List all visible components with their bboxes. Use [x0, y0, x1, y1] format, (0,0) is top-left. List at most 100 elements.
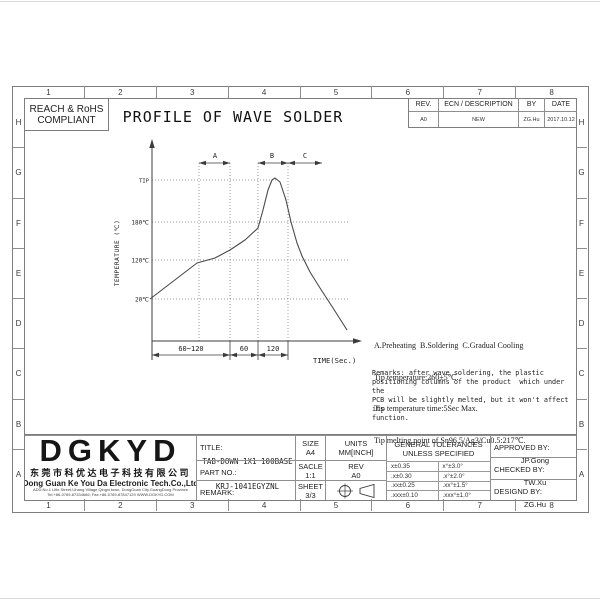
grid-ref: 4 [227, 499, 300, 511]
grid-ref: 3 [155, 86, 228, 98]
rev-table-cell-description: NEW [439, 112, 519, 127]
grid-ref-label: 3 [189, 87, 195, 97]
ytick-180: 180℃ [131, 220, 149, 227]
grid-ref: 2 [83, 86, 156, 98]
designed-by-name: ZG.Hu [523, 500, 547, 509]
zone-a-dimension: A [199, 152, 230, 166]
grid-ref-label: C [15, 369, 22, 379]
grid-ref-label: D [578, 319, 585, 329]
company-address: ADD:No.1 Litle Street,Lihang Village,Qin… [32, 487, 189, 492]
tolerance-row: .xxx±0.10 .xxx°±1.0° [387, 490, 490, 501]
grid-ref: E [13, 247, 24, 298]
rev-value: A0 [351, 470, 361, 480]
grid-ref-label: 4 [261, 87, 267, 97]
grid-ref: C [576, 348, 587, 398]
grid-ref-label: 7 [477, 500, 482, 510]
checked-by-cell: CHECKED BY: TW.Xu [490, 457, 576, 487]
part-no-cell: PART NO.: KRJ-1041EGYZNL [196, 460, 295, 491]
checked-by-name: TW.Xu [523, 478, 547, 487]
grid-ref: G [13, 147, 24, 197]
time-dimension-1: 60~120 [152, 345, 230, 358]
grid-ref-label: 6 [405, 500, 411, 510]
grid-ref: 1 [13, 86, 84, 98]
grid-ref-label: 5 [333, 87, 339, 97]
projection-symbol-cell [325, 480, 386, 500]
grid-ref-label: 2 [118, 87, 123, 97]
grid-ref: G [576, 147, 587, 197]
grid-ref: F [13, 197, 24, 248]
third-angle-projection-icon [337, 483, 375, 498]
grid-ref: H [576, 98, 587, 147]
company-name-cn: 东莞市科优达电子科技有限公司 [29, 468, 191, 478]
size-cell: SIZE A4 [295, 435, 325, 460]
tolerance-linear: .xx±0.25 [387, 480, 438, 491]
inner-frame [24, 98, 577, 501]
tolerance-linear: .x±0.30 [387, 470, 438, 481]
grid-ref-label: D [15, 319, 22, 329]
grid-ref-label: H [578, 118, 585, 128]
approved-by-label: APPROVED BY: [494, 443, 550, 452]
rev-cell: REV A0 [325, 460, 386, 480]
grid-ref-label: B [578, 419, 585, 429]
time-segment-1-label: 60~120 [178, 345, 203, 353]
time-dimension-2: 60 [230, 345, 258, 358]
grid-ref: A [13, 448, 24, 499]
units-label: UNITS [344, 439, 368, 448]
grid-ref-label: E [578, 268, 585, 278]
grid-ref-label: A [15, 469, 22, 479]
y-axis-title: TEMPERATURE (℃) [114, 220, 121, 287]
time-segment-2-label: 60 [240, 345, 248, 353]
grid-ref: 7 [443, 499, 515, 511]
tolerance-row: .x±0.30 .x°±2.0° [387, 470, 490, 481]
part-no-value: KRJ-1041EGYZNL [215, 482, 280, 491]
x-axis-arrow-icon [353, 338, 362, 344]
tolerances-header-line2: UNLESS SPECIFIED [402, 448, 475, 458]
zone-c-label: C [303, 152, 307, 160]
revision-table: REV. ECN / DESCRIPTION BY DATE A0 NEW ZG… [408, 98, 577, 128]
grid-ref: 4 [227, 86, 300, 98]
grid-ref-label: C [578, 369, 585, 379]
tolerances-block: GENERAL TOLERANCES UNLESS SPECIFIED x±0.… [386, 435, 490, 501]
grid-ref-label: 2 [118, 500, 123, 510]
remark-label: REMARK: [200, 488, 235, 497]
grid-ref-label: 5 [333, 500, 339, 510]
part-no-label: PART NO.: [200, 468, 237, 477]
rev-table-header-date: DATE [545, 98, 577, 112]
company-logo: DGKYD [39, 435, 182, 468]
title-block: DGKYD 东莞市科优达电子科技有限公司 Dong Guan Ke You Da… [25, 434, 576, 509]
remarks-text: Remarks: after wave soldering, the plast… [372, 369, 569, 422]
title-label: TITLE: [200, 443, 223, 452]
tolerance-row: .xx±0.25 .xx°±1.5° [387, 480, 490, 491]
grid-ref: B [13, 398, 24, 449]
grid-ref: C [13, 348, 24, 398]
zone-b-label: B [270, 152, 274, 160]
grid-ref: 7 [443, 86, 515, 98]
grid-ref-label: E [15, 268, 22, 278]
grid-ref: 3 [155, 499, 228, 511]
outer-frame [12, 86, 589, 513]
designed-by-label: DESIGND BY: [494, 487, 542, 496]
rev-table-header-by: BY [519, 98, 545, 112]
note-line: Tip temperature:260±5℃. [374, 372, 459, 382]
grid-ref: 8 [515, 499, 587, 511]
tolerance-angular: .xx°±1.5° [437, 480, 490, 491]
grid-ruler-left: H G F E D C B A [13, 98, 24, 499]
page-edge-top [0, 1, 600, 2]
compliance-badge: REACH & RoHS COMPLIANT [25, 99, 109, 131]
process-notes: A.Preheating B.Soldering C.Gradual Cooli… [374, 320, 576, 467]
approved-by-name: JP.Gong [520, 456, 550, 465]
grid-ref: F [576, 197, 587, 248]
rev-table-header-rev: REV. [409, 98, 439, 112]
ytick-20: 20℃ [135, 297, 149, 304]
compliance-line2: COMPLIANT [37, 114, 96, 126]
checked-by-label: CHECKED BY: [494, 465, 545, 474]
grid-ref-label: B [15, 419, 22, 429]
grid-ref-label: H [15, 118, 22, 128]
sheet-label: SHEET [297, 481, 323, 491]
size-label: SIZE [302, 439, 319, 448]
rev-table-header-description: ECN / DESCRIPTION [439, 98, 519, 112]
sheet-cell: SHEET 3/3 [295, 480, 325, 500]
grid-ref: 1 [13, 499, 84, 511]
tolerance-row: x±0.35 x°±3.0° [387, 461, 490, 471]
